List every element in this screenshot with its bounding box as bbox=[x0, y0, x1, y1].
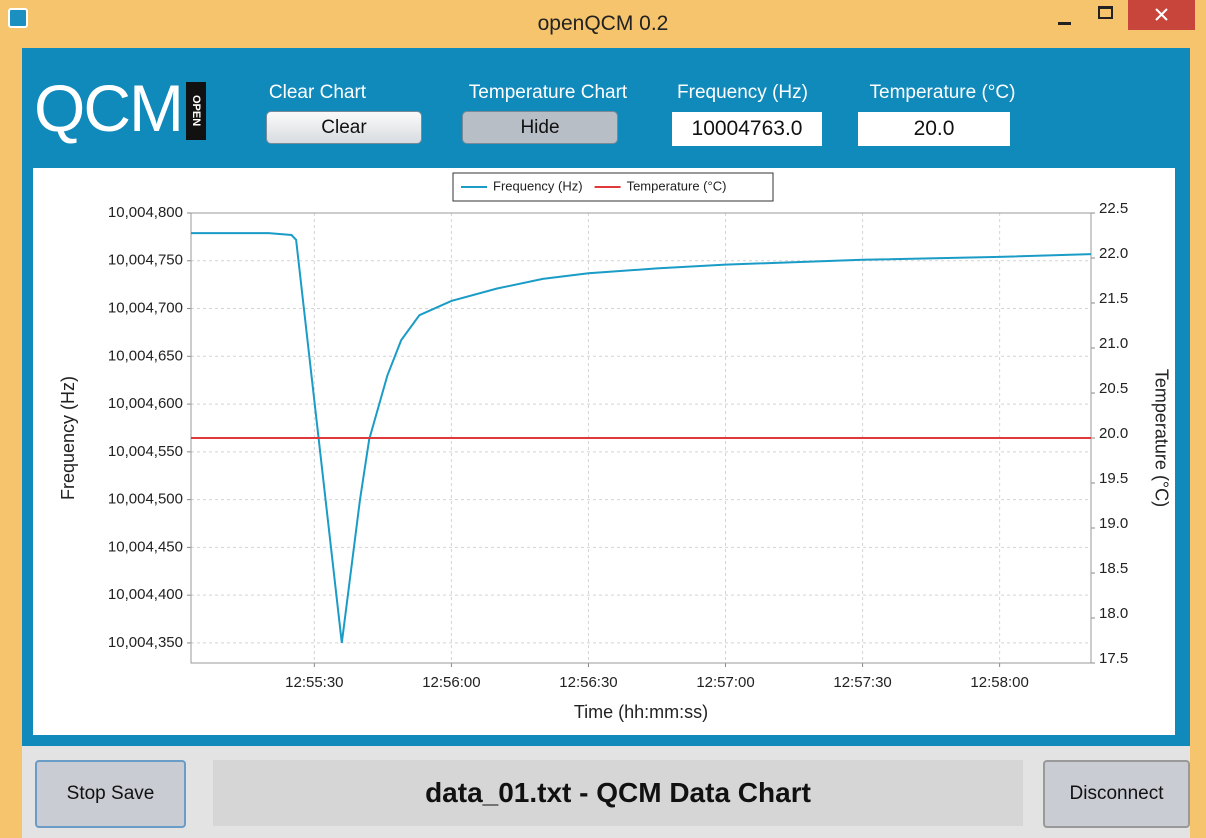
y2-tick-label: 20.5 bbox=[1099, 380, 1128, 397]
y-tick-label: 10,004,750 bbox=[108, 252, 183, 269]
y-tick-label: 10,004,600 bbox=[108, 395, 183, 412]
file-label: data_01.txt - QCM Data Chart bbox=[213, 760, 1023, 826]
x-tick-label: 12:55:30 bbox=[285, 674, 343, 691]
x-tick-label: 12:56:00 bbox=[422, 674, 480, 691]
chart: 10,004,350 10,004,400 10,004,450 10,004,500… bbox=[58, 172, 1171, 722]
y2-tick-label: 19.0 bbox=[1099, 515, 1128, 532]
y2-tick-label: 22.0 bbox=[1099, 245, 1128, 262]
y-tick-label: 10,004,800 bbox=[108, 204, 183, 221]
temperature-label: Temperature (°C) bbox=[869, 82, 1016, 103]
chart-panel: 10,004,350 10,004,400 10,004,450 10,004,500… bbox=[33, 168, 1175, 735]
logo-badge: OPEN bbox=[186, 82, 206, 140]
x-tick-label: 12:57:00 bbox=[696, 674, 754, 691]
y-axis-label: Frequency (Hz) bbox=[58, 376, 78, 500]
y2-tick-label: 21.5 bbox=[1099, 290, 1128, 307]
x-tick-label: 12:58:00 bbox=[970, 674, 1028, 691]
y-tick-label: 10,004,500 bbox=[108, 491, 183, 508]
legend-label: Frequency (Hz) bbox=[493, 178, 583, 193]
y2-tick-label: 21.0 bbox=[1099, 335, 1128, 352]
y2-tick-label: 22.5 bbox=[1099, 200, 1128, 217]
hide-button[interactable]: Hide bbox=[462, 111, 618, 144]
legend-label: Temperature (°C) bbox=[627, 178, 727, 193]
x-axis-label: Time (hh:mm:ss) bbox=[574, 702, 708, 722]
frequency-label: Frequency (Hz) bbox=[677, 82, 808, 103]
y-tick-label: 10,004,350 bbox=[108, 634, 183, 651]
window-title: openQCM 0.2 bbox=[537, 12, 669, 35]
temperature-field: 20.0 bbox=[858, 112, 1010, 146]
y2-tick-label: 19.5 bbox=[1099, 470, 1128, 487]
x-tick-label: 12:56:30 bbox=[559, 674, 617, 691]
line-series bbox=[191, 232, 1092, 644]
y-tick-label: 10,004,650 bbox=[108, 347, 183, 364]
y-tick-label: 10,004,400 bbox=[108, 586, 183, 603]
y2-tick-label: 18.5 bbox=[1099, 560, 1128, 577]
logo: QCM bbox=[34, 71, 184, 145]
close-button[interactable] bbox=[1128, 0, 1195, 30]
maximize-button[interactable] bbox=[1098, 6, 1113, 19]
y-tick-label: 10,004,700 bbox=[108, 300, 183, 317]
y2-tick-label: 20.0 bbox=[1099, 425, 1128, 442]
app-icon bbox=[8, 8, 28, 28]
disconnect-button[interactable]: Disconnect bbox=[1043, 760, 1190, 828]
y-tick-label: 10,004,550 bbox=[108, 443, 183, 460]
minimize-button[interactable] bbox=[1058, 22, 1071, 25]
clear-button[interactable]: Clear bbox=[266, 111, 422, 144]
y2-axis-label: Temperature (°C) bbox=[1151, 369, 1171, 507]
temperature-chart-label: Temperature Chart bbox=[468, 82, 628, 103]
y-tick-label: 10,004,450 bbox=[108, 538, 183, 555]
y2-tick-label: 18.0 bbox=[1099, 605, 1128, 622]
close-icon bbox=[1155, 8, 1168, 21]
title-bar bbox=[0, 0, 1206, 48]
x-tick-label: 12:57:30 bbox=[833, 674, 891, 691]
stop-save-button[interactable]: Stop Save bbox=[35, 760, 186, 828]
y2-tick-label: 17.5 bbox=[1099, 650, 1128, 667]
clear-chart-label: Clear Chart bbox=[268, 82, 367, 103]
frequency-field: 10004763.0 bbox=[672, 112, 822, 146]
